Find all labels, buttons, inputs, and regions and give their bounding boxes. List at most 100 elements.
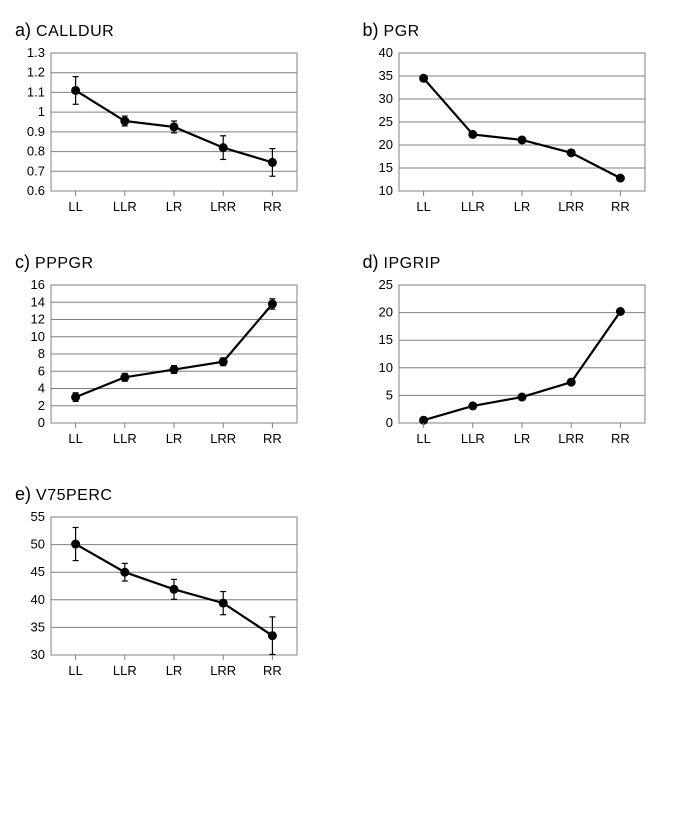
panel-title: c) PPPGR — [15, 252, 323, 273]
data-marker — [268, 158, 277, 167]
plot-border — [399, 285, 645, 423]
panel-title: a) CALLDUR — [15, 20, 323, 41]
data-marker — [71, 393, 80, 402]
panel-name: V75PERC — [36, 487, 112, 504]
y-tick-label: 10 — [31, 329, 45, 344]
x-tick-label: LLR — [113, 431, 137, 446]
y-tick-label: 4 — [38, 381, 45, 396]
data-marker — [219, 357, 228, 366]
panel-pgr: b) PGR10152025303540LLLLRLRLRRRR — [363, 20, 671, 217]
panel-title: d) IPGRIP — [363, 252, 671, 273]
y-tick-label: 0.6 — [27, 183, 45, 198]
chart-pgr: 10152025303540LLLLRLRLRRRR — [363, 47, 653, 217]
x-tick-label: LLR — [460, 199, 484, 214]
y-tick-label: 35 — [378, 68, 392, 83]
y-tick-label: 15 — [378, 160, 392, 175]
panel-prefix: d) — [363, 252, 379, 272]
data-marker — [120, 568, 129, 577]
y-tick-label: 6 — [38, 363, 45, 378]
y-tick-label: 0.9 — [27, 124, 45, 139]
chart-wrap: 10152025303540LLLLRLRLRRRR — [363, 47, 671, 217]
chart-wrap: 0246810121416LLLLRLRLRRRR — [15, 279, 323, 449]
data-marker — [120, 373, 129, 382]
panel-v75perc: e) V75PERC303540455055LLLLRLRLRRRR — [15, 484, 323, 681]
chart-v75perc: 303540455055LLLLRLRLRRRR — [15, 511, 305, 681]
y-tick-label: 16 — [31, 279, 45, 292]
panel-name: PPPGR — [35, 255, 94, 272]
y-tick-label: 50 — [31, 537, 45, 552]
data-marker — [268, 299, 277, 308]
y-tick-label: 20 — [378, 137, 392, 152]
x-tick-label: LL — [416, 199, 430, 214]
panel-title: b) PGR — [363, 20, 671, 41]
y-tick-label: 0.7 — [27, 163, 45, 178]
y-tick-label: 1.2 — [27, 65, 45, 80]
x-tick-label: LL — [68, 199, 82, 214]
panel-prefix: a) — [15, 20, 31, 40]
y-tick-label: 40 — [378, 47, 392, 60]
x-tick-label: LLR — [113, 663, 137, 678]
x-tick-label: LRR — [210, 663, 236, 678]
panel-ipgrip: d) IPGRIP0510152025LLLLRLRLRRRR — [363, 252, 671, 449]
data-marker — [71, 86, 80, 95]
data-marker — [517, 135, 526, 144]
y-tick-label: 25 — [378, 114, 392, 129]
x-tick-label: LL — [68, 431, 82, 446]
x-tick-label: LRR — [210, 199, 236, 214]
data-marker — [468, 401, 477, 410]
series-line — [423, 311, 620, 420]
panel-name: CALLDUR — [36, 23, 114, 40]
chart-pppgr: 0246810121416LLLLRLRLRRRR — [15, 279, 305, 449]
series-line — [76, 304, 273, 397]
data-marker — [615, 174, 624, 183]
y-tick-label: 10 — [378, 360, 392, 375]
y-tick-label: 1.1 — [27, 84, 45, 99]
x-tick-label: LR — [513, 199, 530, 214]
chart-wrap: 0510152025LLLLRLRLRRRR — [363, 279, 671, 449]
series-line — [423, 78, 620, 178]
data-marker — [419, 74, 428, 83]
x-tick-label: LLR — [460, 431, 484, 446]
panel-title: e) V75PERC — [15, 484, 323, 505]
x-tick-label: LRR — [210, 431, 236, 446]
x-tick-label: LL — [416, 431, 430, 446]
y-tick-label: 0 — [38, 415, 45, 430]
x-tick-label: LR — [166, 663, 183, 678]
y-tick-label: 25 — [378, 279, 392, 292]
panel-name: PGR — [384, 23, 420, 40]
x-tick-label: RR — [263, 663, 282, 678]
chart-wrap: 303540455055LLLLRLRLRRRR — [15, 511, 323, 681]
y-tick-label: 1.3 — [27, 47, 45, 60]
x-tick-label: RR — [263, 199, 282, 214]
x-tick-label: RR — [611, 199, 630, 214]
panel-pppgr: c) PPPGR0246810121416LLLLRLRLRRRR — [15, 252, 323, 449]
y-tick-label: 0.8 — [27, 144, 45, 159]
y-tick-label: 5 — [385, 387, 392, 402]
y-tick-label: 0 — [385, 415, 392, 430]
x-tick-label: LR — [513, 431, 530, 446]
y-tick-label: 35 — [31, 619, 45, 634]
data-marker — [615, 307, 624, 316]
y-tick-label: 30 — [378, 91, 392, 106]
data-marker — [170, 122, 179, 131]
y-tick-label: 40 — [31, 592, 45, 607]
data-marker — [219, 599, 228, 608]
y-tick-label: 20 — [378, 305, 392, 320]
y-tick-label: 12 — [31, 312, 45, 327]
x-tick-label: LL — [68, 663, 82, 678]
y-tick-label: 15 — [378, 332, 392, 347]
y-tick-label: 45 — [31, 564, 45, 579]
data-marker — [566, 148, 575, 157]
y-tick-label: 1 — [38, 104, 45, 119]
data-marker — [170, 365, 179, 374]
chart-ipgrip: 0510152025LLLLRLRLRRRR — [363, 279, 653, 449]
y-tick-label: 30 — [31, 647, 45, 662]
y-tick-label: 2 — [38, 398, 45, 413]
data-marker — [219, 143, 228, 152]
panel-prefix: e) — [15, 484, 31, 504]
panel-prefix: c) — [15, 252, 30, 272]
x-tick-label: LLR — [113, 199, 137, 214]
panel-calldur: a) CALLDUR0.60.70.80.911.11.21.3LLLLRLRL… — [15, 20, 323, 217]
chart-wrap: 0.60.70.80.911.11.21.3LLLLRLRLRRRR — [15, 47, 323, 217]
y-tick-label: 10 — [378, 183, 392, 198]
